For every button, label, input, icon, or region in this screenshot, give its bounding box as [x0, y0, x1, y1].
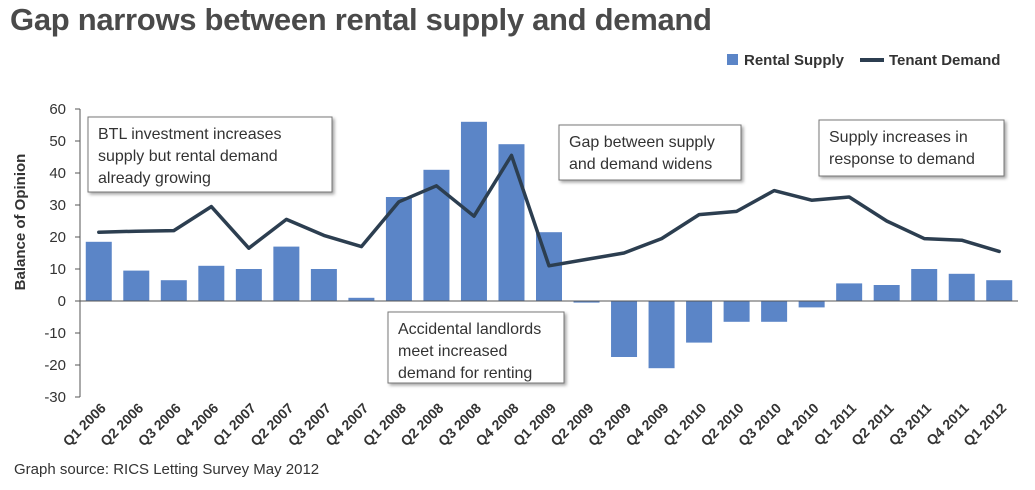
- annotation-text-line: demand for renting: [398, 365, 532, 382]
- y-tick-label: 50: [49, 133, 66, 150]
- demand-point: [510, 154, 513, 157]
- demand-point: [547, 264, 551, 267]
- y-axis-title: Balance of Opinion: [12, 154, 29, 291]
- demand-point: [735, 210, 738, 213]
- demand-point: [210, 205, 213, 208]
- y-tick-label: 10: [49, 261, 66, 278]
- legend-swatch-rental-supply: [727, 54, 738, 65]
- demand-point: [847, 195, 851, 199]
- y-tick-label: 20: [49, 229, 66, 246]
- annotations: BTL investment increases supply but renta…: [87, 116, 1005, 384]
- supply-bar: [686, 301, 713, 343]
- demand-point: [435, 184, 438, 187]
- demand-point: [660, 237, 663, 240]
- legend-label-tenant-demand: Tenant Demand: [889, 52, 1000, 69]
- demand-point: [960, 239, 963, 242]
- supply-bar: [198, 265, 225, 301]
- annotation-response: Supply increases in response to demand: [818, 119, 1005, 177]
- rental-supply-bars: [80, 121, 1018, 369]
- annotation-box: [87, 116, 333, 193]
- supply-bar: [235, 269, 262, 301]
- supply-bar: [160, 280, 187, 301]
- legend: Rental Supply Tenant Demand: [727, 52, 1000, 69]
- tenant-demand-line-layer: [97, 153, 1001, 268]
- annotation-text-line: meet increased: [398, 343, 507, 360]
- y-tick-label: 0: [58, 293, 66, 310]
- y-tick-label: -10: [44, 325, 66, 342]
- annotation-box: [387, 311, 565, 384]
- supply-bar: [273, 246, 300, 301]
- demand-point: [697, 213, 701, 216]
- supply-bar: [798, 301, 825, 308]
- annotation-accidental: Accidental landlords meet increased demand…: [387, 311, 565, 384]
- annotation-box: [818, 119, 1005, 177]
- supply-bar: [123, 270, 150, 301]
- annotation-text-line: Gap between supply: [569, 134, 715, 151]
- supply-bar: [986, 280, 1013, 301]
- legend-label-rental-supply: Rental Supply: [744, 52, 845, 69]
- supply-bar: [460, 121, 487, 301]
- supply-bar: [836, 283, 863, 301]
- annotation-box: [558, 124, 742, 181]
- y-tick-label: -20: [44, 357, 66, 374]
- annotation-text-line: Supply increases in: [829, 129, 968, 146]
- supply-bar: [85, 241, 112, 301]
- demand-point: [360, 245, 363, 248]
- source-note: Graph source: RICS Letting Survey May 20…: [14, 461, 320, 478]
- demand-point: [472, 215, 476, 218]
- demand-point: [998, 250, 1001, 253]
- annotation-btl: BTL investment increases supply but renta…: [87, 116, 333, 193]
- supply-bar: [348, 297, 375, 301]
- demand-point: [247, 247, 251, 250]
- supply-bar: [573, 301, 600, 303]
- annotation-text-line: BTL investment increases: [98, 126, 281, 143]
- demand-point: [810, 199, 813, 202]
- supply-bar: [648, 301, 675, 369]
- supply-bar: [611, 301, 638, 357]
- demand-point: [885, 219, 888, 223]
- demand-point: [322, 234, 326, 237]
- supply-bar: [948, 273, 975, 301]
- y-tick-label: 60: [49, 101, 66, 118]
- demand-point: [285, 218, 288, 221]
- annotation-text-line: Accidental landlords: [398, 321, 541, 338]
- annotation-text-line: already growing: [98, 170, 211, 187]
- demand-point: [172, 229, 175, 232]
- y-tick-label: 40: [49, 165, 66, 182]
- y-tick-label: 30: [49, 197, 66, 214]
- demand-point: [135, 230, 138, 233]
- supply-bar: [761, 301, 788, 322]
- supply-bar: [911, 269, 938, 301]
- y-tick-label: -30: [44, 389, 66, 406]
- annotation-text-line: and demand widens: [569, 156, 712, 173]
- demand-point: [397, 200, 401, 203]
- demand-point: [923, 237, 926, 240]
- annotation-gap: Gap between supply and demand widens: [558, 124, 742, 181]
- supply-bar: [310, 269, 337, 301]
- chart-title: Gap narrows between rental supply and de…: [10, 2, 712, 37]
- demand-point: [622, 251, 626, 255]
- annotation-text-line: response to demand: [829, 151, 975, 168]
- supply-bar: [723, 301, 750, 322]
- supply-bar: [873, 285, 900, 301]
- y-axis: 60 50 40 30 20 10 0 -10 -20 -30: [44, 101, 81, 406]
- demand-point: [585, 258, 588, 261]
- annotation-text-line: supply but rental demand: [98, 148, 278, 165]
- demand-point: [97, 231, 100, 234]
- demand-point: [772, 189, 776, 192]
